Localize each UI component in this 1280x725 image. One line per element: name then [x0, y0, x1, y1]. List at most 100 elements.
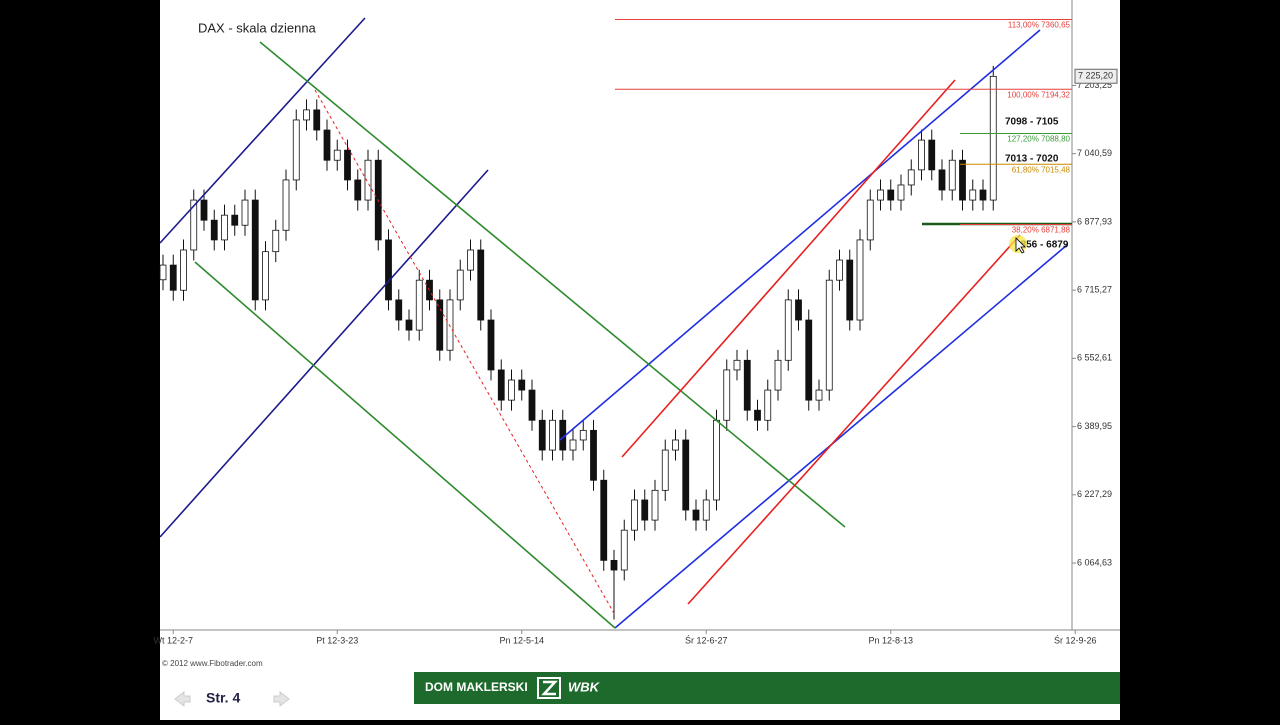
candle-body — [959, 159, 966, 201]
candle-body — [200, 199, 208, 221]
page-number: Str. 4 — [206, 690, 240, 706]
candle-body — [323, 129, 331, 161]
candle-body — [897, 184, 905, 201]
candle-body — [569, 439, 577, 451]
x-tick-label: Pn 12-5-14 — [499, 635, 544, 645]
candle-body — [743, 359, 751, 411]
candle-body — [446, 299, 454, 351]
candle-body — [702, 499, 710, 521]
candle-body — [733, 359, 741, 371]
fib-label: 127,20% 7088,80 — [1007, 135, 1070, 144]
candle-body — [682, 439, 690, 511]
candle-body — [385, 239, 392, 301]
candle-body — [866, 199, 874, 241]
candle-body — [764, 389, 772, 421]
fib-label: 38,20% 6871,88 — [1012, 226, 1071, 235]
candle-body — [846, 259, 854, 321]
x-tick-label: Śr 12-6-27 — [685, 634, 728, 645]
brand-logo — [537, 677, 561, 699]
candle-body — [590, 429, 597, 481]
candle-body — [487, 319, 495, 371]
candle-body — [795, 299, 802, 321]
next-button[interactable] — [273, 690, 290, 708]
candle-body — [344, 149, 351, 181]
fib-label: 113,00% 7360,65 — [1008, 21, 1071, 30]
trendline — [687, 234, 1021, 605]
candles — [159, 65, 997, 620]
prev-button[interactable] — [174, 690, 191, 708]
candle-body — [436, 299, 444, 351]
y-tick-label: 6 389,95 — [1077, 421, 1112, 431]
price-box — [1074, 68, 1118, 84]
candle-body — [918, 139, 925, 171]
fib-label: 100,00% 7194,32 — [1007, 90, 1070, 99]
x-tick-label: Pt 12-3-23 — [316, 635, 358, 645]
candle-body — [856, 239, 864, 321]
trendline — [614, 244, 1068, 629]
candle-body — [549, 419, 556, 451]
candle-body — [969, 189, 977, 201]
candle-body — [610, 559, 618, 571]
fib-label: 61,80% 7015,48 — [1012, 165, 1071, 174]
trendline — [159, 17, 366, 244]
brand-logo-mark — [541, 680, 558, 696]
brand-banner — [414, 672, 1120, 704]
brand-mark: WBK — [568, 679, 601, 694]
candle-body — [641, 499, 649, 521]
level-notes: 7098 - 7105 7013 - 7020 6856 - 6879 — [1005, 117, 1069, 251]
y-tick-label: 7 040,59 — [1077, 148, 1112, 158]
candle-body — [620, 529, 628, 571]
candle-body — [938, 169, 946, 191]
candle-body — [661, 449, 669, 491]
candle-body — [805, 319, 813, 401]
candle-body — [600, 479, 608, 561]
candle-body — [180, 249, 187, 291]
copyright: © 2012 www.Fibotrader.com — [162, 659, 263, 668]
candle-body — [231, 214, 239, 226]
y-tick-label: 6 227,29 — [1077, 489, 1112, 499]
candle-body — [497, 369, 505, 401]
trendline — [621, 79, 956, 458]
level-note: 7013 - 7020 — [1005, 154, 1059, 165]
chart-title: DAX - skala dzienna — [198, 20, 317, 35]
trendline — [259, 41, 846, 528]
panel — [160, 0, 1120, 720]
candle-body — [282, 179, 290, 231]
trendline — [314, 89, 616, 616]
x-tick-label: Śr 12-9-26 — [1054, 634, 1097, 645]
trendline — [159, 169, 489, 538]
y-tick-label: 6 877,93 — [1077, 216, 1112, 226]
candle-body — [989, 75, 997, 201]
level-note: 7098 - 7105 — [1005, 117, 1059, 128]
y-tick-label: 6 715,27 — [1077, 285, 1112, 295]
candle-body — [518, 379, 526, 391]
x-tick-label: Wt 12-2-7 — [153, 635, 193, 645]
candle-body — [477, 249, 485, 321]
level-note: 6856 - 6879 — [1015, 240, 1069, 251]
brand: DOM MAKLERSKI — [425, 680, 528, 694]
trendlines — [159, 17, 1072, 629]
candle-body — [333, 149, 341, 161]
candle-body — [713, 419, 720, 501]
trendline — [194, 261, 616, 629]
candle-body — [774, 359, 782, 391]
candle-body — [456, 269, 464, 301]
candle-body — [651, 489, 659, 521]
candle-body — [836, 259, 843, 281]
fib-levels: 113,00% 7360,65 100,00% 7194,32 127,20% 70… — [615, 18, 1072, 235]
candle-body — [354, 179, 362, 201]
trendline — [559, 29, 1041, 441]
candle-body — [754, 409, 761, 421]
candle-body — [631, 499, 638, 531]
candle-body — [928, 139, 936, 171]
candle-body — [948, 159, 956, 191]
candle-body — [272, 229, 280, 253]
candle-body — [579, 429, 587, 441]
candle-body — [887, 189, 895, 201]
candle-body — [190, 199, 198, 251]
candle-body — [877, 189, 884, 201]
candle-body — [364, 159, 372, 201]
candle-body — [692, 509, 700, 521]
